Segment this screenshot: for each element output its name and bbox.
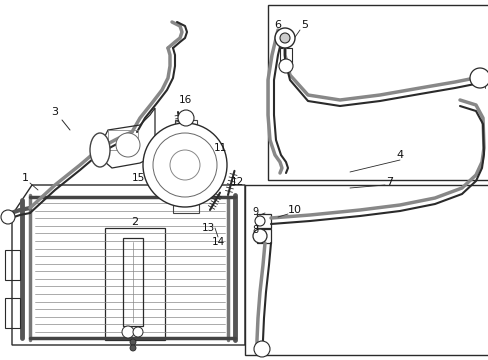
Text: 12: 12 bbox=[230, 177, 243, 187]
Bar bbox=[173, 203, 199, 213]
Circle shape bbox=[133, 327, 142, 337]
Text: 9: 9 bbox=[251, 207, 258, 217]
Circle shape bbox=[274, 28, 294, 48]
Bar bbox=[123, 238, 142, 326]
Circle shape bbox=[280, 33, 289, 43]
Text: 2: 2 bbox=[131, 217, 138, 227]
Text: 7: 7 bbox=[386, 177, 393, 187]
Bar bbox=[280, 48, 291, 66]
Circle shape bbox=[130, 339, 136, 345]
Text: 14: 14 bbox=[211, 237, 224, 247]
Bar bbox=[108, 130, 138, 150]
Bar bbox=[175, 120, 197, 132]
Text: 3: 3 bbox=[51, 107, 59, 117]
Text: 10: 10 bbox=[287, 205, 302, 215]
Text: 5: 5 bbox=[301, 20, 308, 30]
Bar bbox=[105, 228, 164, 340]
Text: 13: 13 bbox=[201, 223, 214, 233]
Bar bbox=[267, 5, 488, 180]
Circle shape bbox=[122, 326, 134, 338]
Text: 1: 1 bbox=[21, 173, 28, 183]
Circle shape bbox=[130, 345, 136, 351]
Bar bbox=[257, 214, 270, 228]
Circle shape bbox=[254, 216, 264, 226]
Circle shape bbox=[1, 210, 15, 224]
Circle shape bbox=[178, 110, 194, 126]
Bar bbox=[257, 229, 270, 243]
Text: 16: 16 bbox=[178, 95, 191, 105]
Bar bbox=[5, 250, 20, 280]
Bar bbox=[5, 298, 20, 328]
Circle shape bbox=[253, 341, 269, 357]
Circle shape bbox=[469, 68, 488, 88]
Text: 15: 15 bbox=[131, 173, 144, 183]
Text: 8: 8 bbox=[251, 225, 258, 235]
Ellipse shape bbox=[90, 133, 110, 167]
Bar bbox=[244, 185, 488, 355]
Text: 6: 6 bbox=[274, 20, 281, 30]
Circle shape bbox=[252, 229, 266, 243]
Circle shape bbox=[142, 123, 226, 207]
Text: 11: 11 bbox=[213, 143, 226, 153]
Circle shape bbox=[153, 133, 217, 197]
Circle shape bbox=[170, 150, 200, 180]
Text: 4: 4 bbox=[396, 150, 403, 160]
Circle shape bbox=[116, 133, 140, 157]
Circle shape bbox=[279, 59, 292, 73]
